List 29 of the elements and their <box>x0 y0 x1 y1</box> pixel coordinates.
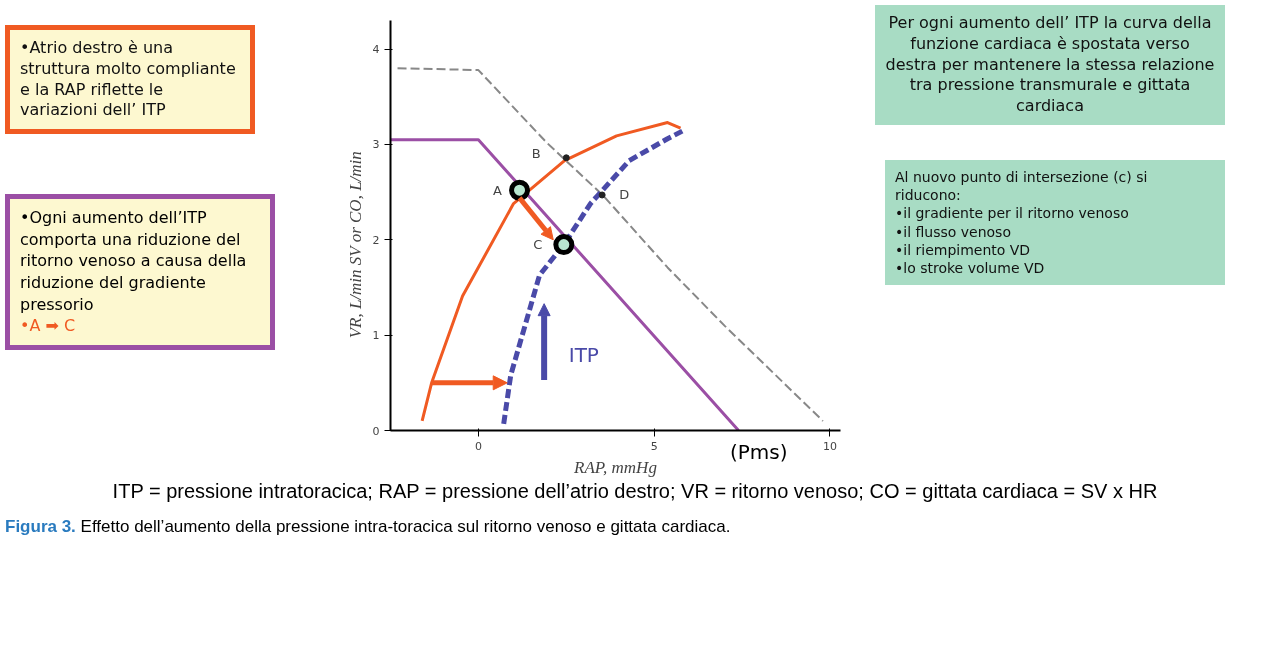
x-tick-label: 10 <box>822 439 837 453</box>
point <box>598 191 606 199</box>
y-tick-label: 1 <box>372 329 380 343</box>
annotation: D <box>619 187 630 203</box>
text: (Pms) <box>730 439 788 466</box>
annotation: A <box>493 182 503 198</box>
point <box>553 234 575 256</box>
line-series <box>420 121 683 423</box>
x-axis-title: RAP, mmHg <box>573 457 657 477</box>
text: •Ogni aumento dell’ITP comporta una riduzione del ritorno venoso a causa della riduzione del gradiente pressorio <box>20 208 247 314</box>
text: Per ogni aumento dell’ ITP la curva della funzione cardiaca è spostata verso destra per mantenere la stessa relazione tra pressione transmurale e gittata cardiaca <box>875 5 1225 125</box>
annotation: C <box>533 237 543 253</box>
x-tick-label: 5 <box>650 439 658 453</box>
text: •A ➡ C <box>20 316 76 336</box>
point <box>562 154 570 162</box>
x-tick-label: 0 <box>474 439 482 453</box>
text: Al nuovo punto di intersezione (c) si riducono: •il gradiente per il ritorno venoso •il flusso venoso •il riempimento VD •lo stroke volume VD <box>885 159 1225 286</box>
y-tick-label: 3 <box>372 138 380 152</box>
annotation: B <box>531 146 541 162</box>
y-tick-label: 0 <box>372 424 380 438</box>
line-series <box>396 67 824 422</box>
text: Figura 3. Effetto dell’aumento della pressione intra-toracica sul ritorno venoso e gittata cardiaca. <box>5 516 731 539</box>
text: ITP = pressione intratoracica; RAP = pressione dell’atrio destro; VR = ritorno venoso; CO = gittata cardiaca = SV x HR <box>111 478 1159 504</box>
y-tick-label: 2 <box>372 233 380 247</box>
y-axis-title: VR, L/min SV or CO, L/min <box>345 151 365 339</box>
text: •Atrio destro è una struttura molto compliante e la RAP riflette le variazioni dell’ ITP <box>5 25 255 135</box>
y-tick-label: 4 <box>372 43 380 57</box>
annotation: ITP <box>568 343 599 368</box>
point <box>509 179 531 201</box>
